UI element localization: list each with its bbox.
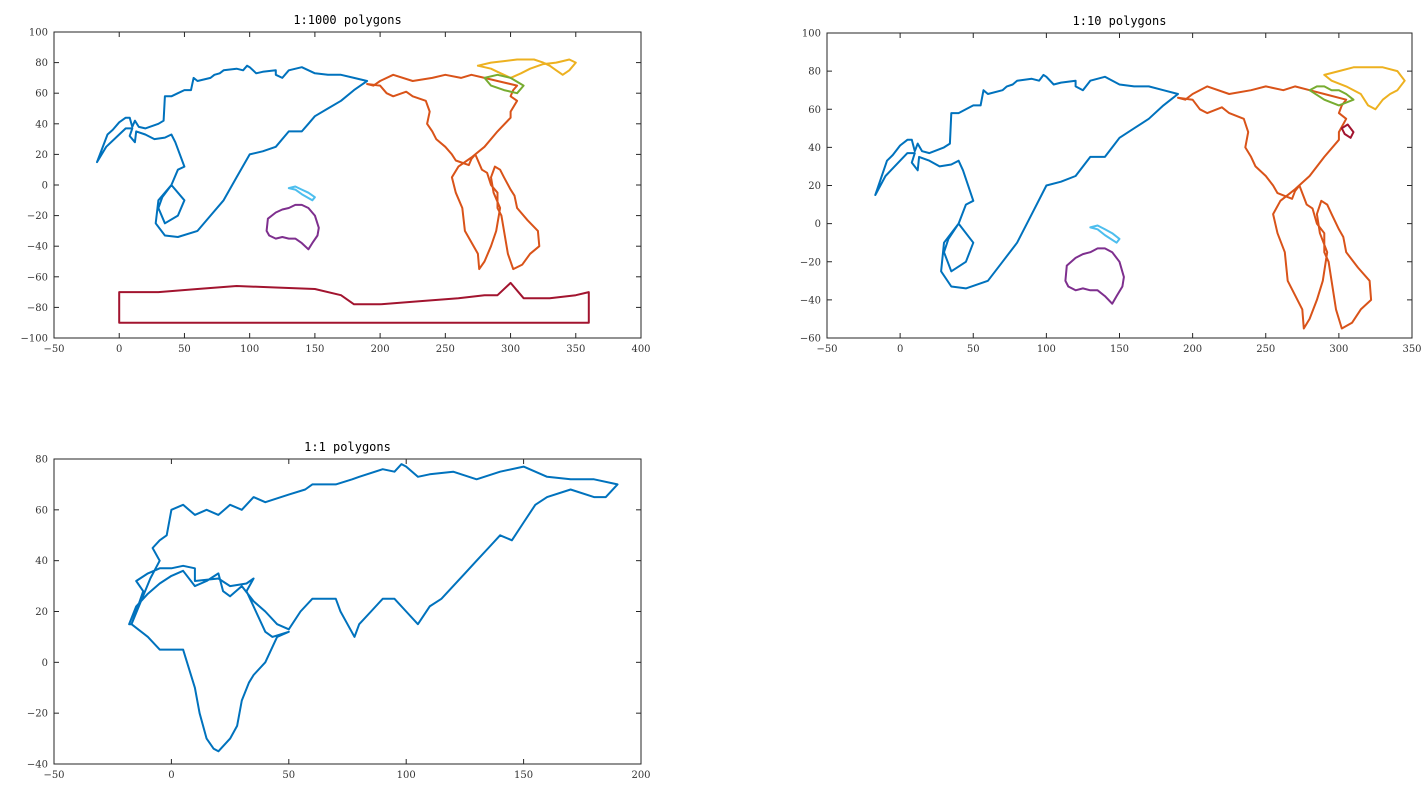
y-tick-label: 0 bbox=[42, 181, 48, 192]
x-tick-label: 200 bbox=[631, 770, 650, 781]
x-tick-label: 200 bbox=[371, 344, 390, 355]
polygon-series-6 bbox=[287, 185, 316, 202]
polygon-series-7 bbox=[118, 281, 590, 324]
y-tick-label: −20 bbox=[27, 211, 48, 222]
x-tick-label: −50 bbox=[43, 770, 64, 781]
y-tick-label: 80 bbox=[35, 58, 48, 69]
x-tick-label: 50 bbox=[178, 344, 191, 355]
x-tick-label: 0 bbox=[168, 770, 174, 781]
y-tick-label: −60 bbox=[800, 334, 821, 345]
y-tick-label: 80 bbox=[35, 455, 48, 466]
y-tick-label: 40 bbox=[35, 556, 48, 567]
y-tick-label: 0 bbox=[42, 658, 48, 669]
x-tick-label: 0 bbox=[897, 344, 903, 355]
y-tick-label: 40 bbox=[35, 119, 48, 130]
y-tick-label: −100 bbox=[21, 334, 48, 345]
y-tick-label: 60 bbox=[35, 505, 48, 516]
axes-box bbox=[53, 458, 642, 765]
x-tick-label: 300 bbox=[501, 344, 520, 355]
y-tick-label: 20 bbox=[35, 607, 48, 618]
x-tick-label: 0 bbox=[116, 344, 122, 355]
x-tick-label: 350 bbox=[1402, 344, 1421, 355]
chart-title: 1:1 polygons bbox=[304, 440, 391, 454]
polygon-series-5 bbox=[483, 73, 525, 95]
axes-1-polygons: 1:1 polygons −50 0 50 100 150 200 −40 −20 0 20 40 60… bbox=[27, 440, 651, 781]
x-tick-label: 50 bbox=[282, 770, 295, 781]
y-tick-label: 20 bbox=[808, 181, 821, 192]
y-tick-label: 100 bbox=[29, 28, 48, 39]
x-tick-label: −50 bbox=[43, 344, 64, 355]
y-tick-label: −80 bbox=[27, 303, 48, 314]
y-tick-label: 80 bbox=[808, 67, 821, 78]
axes-1000-polygons: 1:1000 polygons−50 0 50 100 150 200 250 300 350 4… bbox=[21, 13, 651, 355]
x-tick-label: 200 bbox=[1183, 344, 1202, 355]
y-tick-label: 60 bbox=[808, 105, 821, 116]
polygon-series-2 bbox=[366, 73, 541, 271]
y-tick-label: 100 bbox=[802, 29, 821, 40]
x-tick-label: 250 bbox=[1256, 344, 1275, 355]
y-tick-label: 0 bbox=[815, 219, 821, 230]
x-tick-label: 150 bbox=[514, 770, 533, 781]
x-tick-label: 100 bbox=[1037, 344, 1056, 355]
polygon-series-1 bbox=[128, 463, 619, 753]
x-tick-label: 400 bbox=[631, 344, 650, 355]
y-tick-label: −20 bbox=[27, 709, 48, 720]
y-tick-label: −60 bbox=[27, 272, 48, 283]
y-tick-label: −40 bbox=[27, 760, 48, 771]
axes-10-polygons: 1:10 polygons−50 0 50 100 150 200 250 300 350−60… bbox=[800, 14, 1422, 355]
y-tick-label: −20 bbox=[800, 257, 821, 268]
x-tick-label: 100 bbox=[397, 770, 416, 781]
polygon-series-4 bbox=[265, 203, 320, 251]
chart-title: 1:10 polygons bbox=[1073, 14, 1167, 28]
x-tick-label: 150 bbox=[305, 344, 324, 355]
polygon-series-1 bbox=[96, 64, 369, 238]
polygon-series-5 bbox=[1308, 85, 1355, 107]
polygon-series-6 bbox=[1089, 224, 1121, 244]
x-tick-label: 150 bbox=[1110, 344, 1129, 355]
x-tick-label: 50 bbox=[967, 344, 980, 355]
polygon-series-1 bbox=[874, 73, 1179, 290]
y-tick-label: −40 bbox=[800, 295, 821, 306]
polygon-series-3 bbox=[1323, 66, 1406, 111]
polygon-series-7 bbox=[1340, 123, 1355, 139]
x-tick-label: −50 bbox=[816, 344, 837, 355]
x-tick-label: 300 bbox=[1329, 344, 1348, 355]
x-tick-label: 350 bbox=[566, 344, 585, 355]
polygon-series-4 bbox=[1064, 247, 1125, 305]
chart-title: 1:1000 polygons bbox=[293, 13, 401, 27]
polygon-series-2 bbox=[1177, 85, 1373, 330]
y-tick-label: 20 bbox=[35, 150, 48, 161]
y-tick-label: −40 bbox=[27, 242, 48, 253]
y-tick-label: 40 bbox=[808, 143, 821, 154]
x-tick-label: 250 bbox=[436, 344, 455, 355]
x-tick-label: 100 bbox=[240, 344, 259, 355]
polygon-series-3 bbox=[476, 58, 577, 79]
y-tick-label: 60 bbox=[35, 89, 48, 100]
